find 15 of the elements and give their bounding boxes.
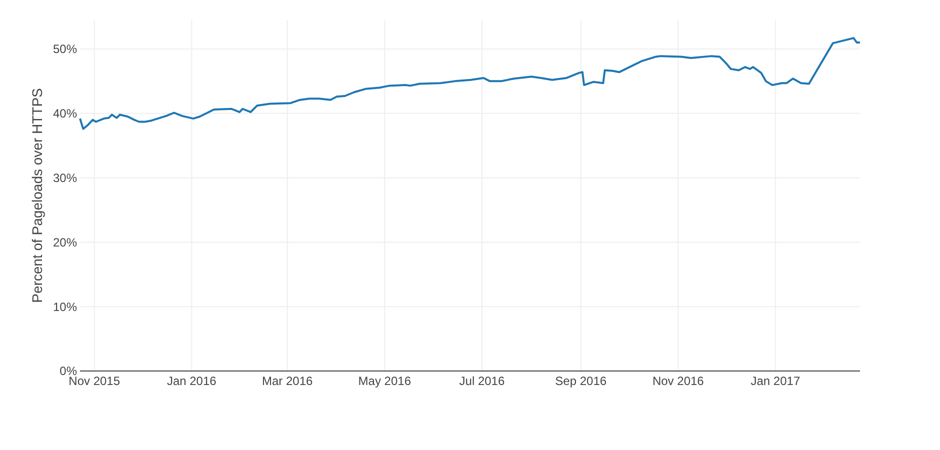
y-tick-label: 50% <box>52 42 78 56</box>
y-tick-label: 30% <box>52 170 78 185</box>
line-series <box>79 37 861 130</box>
y-axis-title: Percent of Pageloads over HTTPS <box>29 88 45 303</box>
x-tick-label: Jul 2016 <box>459 374 505 388</box>
x-tick-label: Nov 2015 <box>68 374 120 388</box>
x-tick-label: Nov 2016 <box>652 374 704 388</box>
x-tick-label: Mar 2016 <box>262 374 314 388</box>
y-tick-label: 20% <box>52 235 78 250</box>
x-tick-label: May 2016 <box>358 374 412 388</box>
x-tick-label: Jan 2017 <box>750 374 800 388</box>
y-tick-label: 40% <box>52 106 78 121</box>
x-tick-label: Sep 2016 <box>555 374 607 388</box>
x-tick-label: Jan 2016 <box>166 374 217 388</box>
y-tick-label: 10% <box>52 300 78 314</box>
